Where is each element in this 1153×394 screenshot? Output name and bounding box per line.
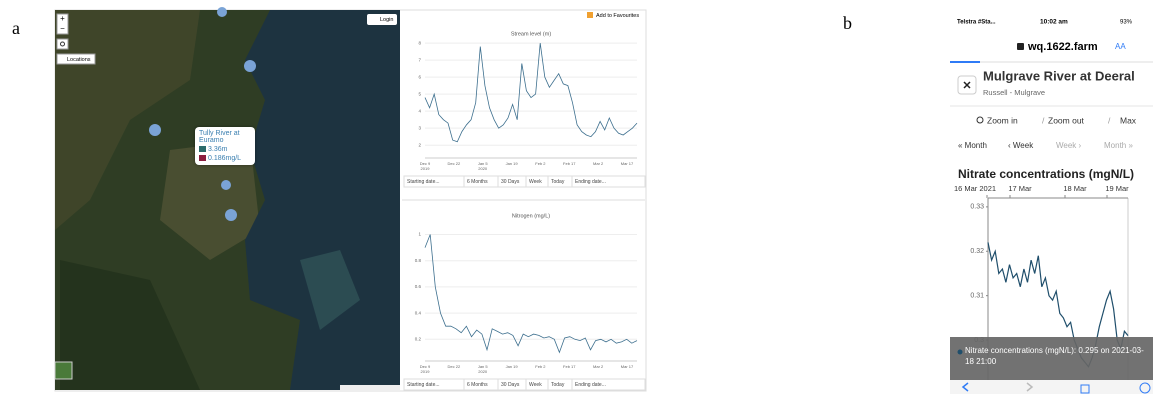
canvas: a b + − Locations Login Add to Favourite…: [0, 0, 1153, 394]
login-label[interactable]: Login: [380, 17, 393, 23]
x-tick-label: Feb 17: [563, 161, 576, 166]
figure: a b + − Locations Login Add to Favourite…: [0, 0, 1153, 394]
zoom-max[interactable]: Max: [1120, 115, 1137, 125]
url[interactable]: wq.1622.farm: [1027, 41, 1098, 53]
chart-title: Stream level (m): [511, 31, 552, 37]
zoom-out[interactable]: −: [60, 24, 65, 33]
tooltip-body: Nitrate concentrations (mgN/L): 0.295 on…: [965, 345, 1145, 377]
x-tick-label: 2020: [478, 166, 488, 171]
map-marker[interactable]: [149, 124, 161, 136]
range-button-label[interactable]: Ending date...: [575, 382, 606, 388]
nav-month-back[interactable]: « Month: [958, 141, 987, 150]
x-tick-label: 2019: [421, 166, 431, 171]
y-tick-label: 0.8: [415, 258, 422, 263]
map-marker[interactable]: [217, 7, 227, 17]
site-subtitle: Russell - Mulgrave: [983, 88, 1045, 97]
range-button-label[interactable]: 30 Days: [501, 382, 520, 388]
x-tick-label: Mar 2: [593, 161, 604, 166]
range-button-label[interactable]: Today: [551, 179, 565, 185]
nav-week-forward[interactable]: Week ›: [1056, 141, 1082, 150]
locate-button[interactable]: [57, 39, 68, 49]
zoom-in[interactable]: Zoom in: [987, 115, 1018, 125]
y-tick-label: 0.32: [970, 248, 984, 255]
favourites[interactable]: Add to Favourites: [596, 13, 639, 19]
nav-week-back[interactable]: ‹ Week: [1008, 141, 1034, 150]
range-button-label[interactable]: 6 Months: [467, 382, 488, 388]
popup-row: 0.186mg/L: [199, 155, 251, 162]
y-tick-label: 0.6: [415, 284, 422, 289]
y-tick-label: 0.31: [970, 293, 984, 300]
carrier: Telstra #Sta...: [957, 20, 996, 26]
x-tick-label: Feb 2: [535, 364, 546, 369]
clock: 10:02 am: [1040, 19, 1068, 26]
x-tick-label: Dec 22: [448, 161, 461, 166]
panel-label: a: [12, 18, 20, 38]
chart-title: Nitrogen (mg/L): [512, 213, 550, 219]
map-marker[interactable]: [244, 60, 256, 72]
x-tick-label: Mar 2: [593, 364, 604, 369]
x-tick-label: Mar 17: [621, 364, 634, 369]
x-tick-label: Jan 19: [506, 161, 519, 166]
popup-title: Tully River at Euramo: [199, 130, 240, 144]
x-tick-label: 18 Mar: [1063, 184, 1087, 193]
attribution: [340, 385, 400, 390]
layer-switch[interactable]: [55, 362, 72, 379]
lock-icon: [1017, 43, 1024, 50]
x-tick-label: 16 Mar 2021: [954, 184, 996, 193]
x-tick-label: Feb 17: [563, 364, 576, 369]
map-popup[interactable]: Tully River at Euramo 3.36m 0.186mg/L: [195, 127, 255, 165]
x-tick-label: Mar 17: [621, 161, 634, 166]
x-tick-label: 2019: [421, 369, 431, 374]
range-button-label[interactable]: Today: [551, 382, 565, 388]
level-icon: [199, 146, 206, 152]
x-tick-label: 17 Mar: [1008, 184, 1032, 193]
tooltip-text: Nitrate concentrations (mgN/L): 0.295 on…: [965, 345, 1145, 367]
panel-label: b: [843, 13, 852, 33]
range-button-label[interactable]: Week: [529, 179, 542, 185]
x-tick-label: 19 Mar: [1105, 184, 1129, 193]
tooltip-dot: [958, 350, 963, 355]
favourite-icon[interactable]: [587, 12, 593, 18]
zoom-in[interactable]: +: [60, 14, 65, 23]
nitrogen-icon: [199, 155, 206, 161]
x-tick-label: Jan 19: [506, 364, 519, 369]
popup-row: 3.36m: [199, 146, 251, 153]
range-button-label[interactable]: 30 Days: [501, 179, 520, 185]
y-tick-label: 0.4: [415, 310, 422, 315]
range-button-label[interactable]: Starting date...: [407, 382, 440, 388]
map-marker[interactable]: [221, 180, 231, 190]
popup-nitrogen: 0.186mg/L: [208, 155, 241, 162]
browser-toolbar: [950, 380, 1153, 394]
site-title: Mulgrave River at Deeral: [983, 68, 1135, 83]
battery: 93%: [1120, 20, 1133, 26]
chart-title: Nitrate concentrations (mgN/L): [958, 167, 1134, 181]
range-button-label[interactable]: Starting date...: [407, 179, 440, 185]
locations-label[interactable]: Locations: [67, 57, 91, 63]
reader-button[interactable]: AA: [1115, 42, 1126, 51]
x-tick-label: 2020: [478, 369, 488, 374]
x-tick-label: Feb 2: [535, 161, 546, 166]
range-button-label[interactable]: Ending date...: [575, 179, 606, 185]
range-button-label[interactable]: 6 Months: [467, 179, 488, 185]
y-tick-label: 0.2: [415, 336, 422, 341]
map-marker[interactable]: [225, 209, 237, 221]
y-tick-label: 0.33: [970, 204, 984, 211]
x-tick-label: Dec 22: [448, 364, 461, 369]
popup-level: 3.36m: [208, 146, 227, 153]
nav-month-forward[interactable]: Month »: [1104, 141, 1133, 150]
zoom-out[interactable]: Zoom out: [1048, 115, 1085, 125]
range-button-label[interactable]: Week: [529, 382, 542, 388]
